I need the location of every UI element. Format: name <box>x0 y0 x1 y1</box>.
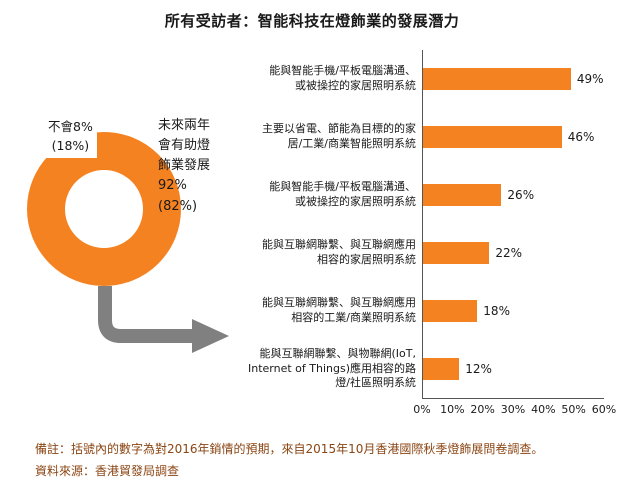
bar-plot-cell: 46% <box>422 108 604 166</box>
bar <box>423 68 571 90</box>
x-axis: 0% 10% 20% 30% 40% 50% 60% <box>413 398 616 419</box>
value-label: 46% <box>567 130 595 144</box>
value-label: 12% <box>465 362 492 376</box>
source-note: 資料來源：香港貿發局調查 <box>35 464 180 478</box>
x-tick-label: 40% <box>531 403 556 416</box>
bar <box>423 126 562 148</box>
chart-title: 所有受訪者：智能科技在燈飾業的發展潛力 <box>164 12 460 30</box>
bar-plot-cell: 22% <box>422 224 604 282</box>
footnote: 備註：括號內的數字為對2016年銷情的預期，來自2015年10月香港國際秋季燈飾… <box>35 442 544 456</box>
category-label: 能與智能手機/平板電腦溝通、 或被操控的家居照明系統 <box>269 180 416 208</box>
bar-plot-cell: 18% <box>422 282 604 340</box>
bar-row: 能與智能手機/平板電腦溝通、 或被操控的家居照明系統 49% <box>238 50 604 108</box>
category-label: 能與智能手機/平板電腦溝通、 或被操控的家居照明系統 <box>269 64 416 92</box>
bar-rows: 能與智能手機/平板電腦溝通、 或被操控的家居照明系統 49% 主要以省電、節能為目標的… <box>238 50 604 398</box>
bar-row: 能與互聯網聯繫、與物聯網(IoT, Internet of Things)應用相容… <box>238 340 604 398</box>
bar-plot-cell: 12% <box>422 340 604 398</box>
x-tick-label: 60% <box>591 403 617 416</box>
category-label: 主要以省電、節能為目標的的家 居/工業/商業智能照明系統 <box>262 122 416 150</box>
bar-row: 能與互聯網聯繫、與互聯網應用 相容的家居照明系統 22% <box>238 224 604 282</box>
bar-row: 能與智能手機/平板電腦溝通、 或被操控的家居照明系統 26% <box>238 166 604 224</box>
bar <box>423 358 460 380</box>
value-label: 49% <box>576 72 604 86</box>
bar-plot-cell: 26% <box>422 166 604 224</box>
donut-no-label: 不會8% (18%) <box>44 116 97 158</box>
value-label: 26% <box>507 188 535 202</box>
bar <box>423 242 490 264</box>
bar <box>423 300 478 322</box>
category-label: 能與互聯網聯繫、與物聯網(IoT, Internet of Things)應用相容… <box>248 346 416 390</box>
arrow-icon <box>98 286 229 353</box>
x-tick-label: 30% <box>500 403 526 416</box>
bar-plot-cell: 49% <box>422 50 604 108</box>
donut-yes-label: 未來兩年 會有助燈 飾業發展 92% (82%) <box>158 118 211 214</box>
bar-row: 能與互聯網聯繫、與互聯網應用 相容的工業/商業照明系統 18% <box>238 282 604 340</box>
x-tick-label: 20% <box>470 403 495 416</box>
category-label: 能與互聯網聯繫、與互聯網應用 相容的家居照明系統 <box>262 238 416 266</box>
x-tick-label: 0% <box>413 403 431 416</box>
category-label: 能與互聯網聯繫、與互聯網應用 相容的工業/商業照明系統 <box>262 296 416 324</box>
value-label: 22% <box>495 246 523 260</box>
x-tick-label: 10% <box>440 403 465 416</box>
bar-row: 主要以省電、節能為目標的的家 居/工業/商業智能照明系統 46% <box>238 108 604 166</box>
bar <box>423 184 502 206</box>
x-tick-label: 50% <box>561 403 586 416</box>
bar-chart: 能與智能手機/平板電腦溝通、 或被操控的家居照明系統 49% 主要以省電、節能為目標的… <box>238 50 616 419</box>
value-label: 18% <box>483 304 510 318</box>
